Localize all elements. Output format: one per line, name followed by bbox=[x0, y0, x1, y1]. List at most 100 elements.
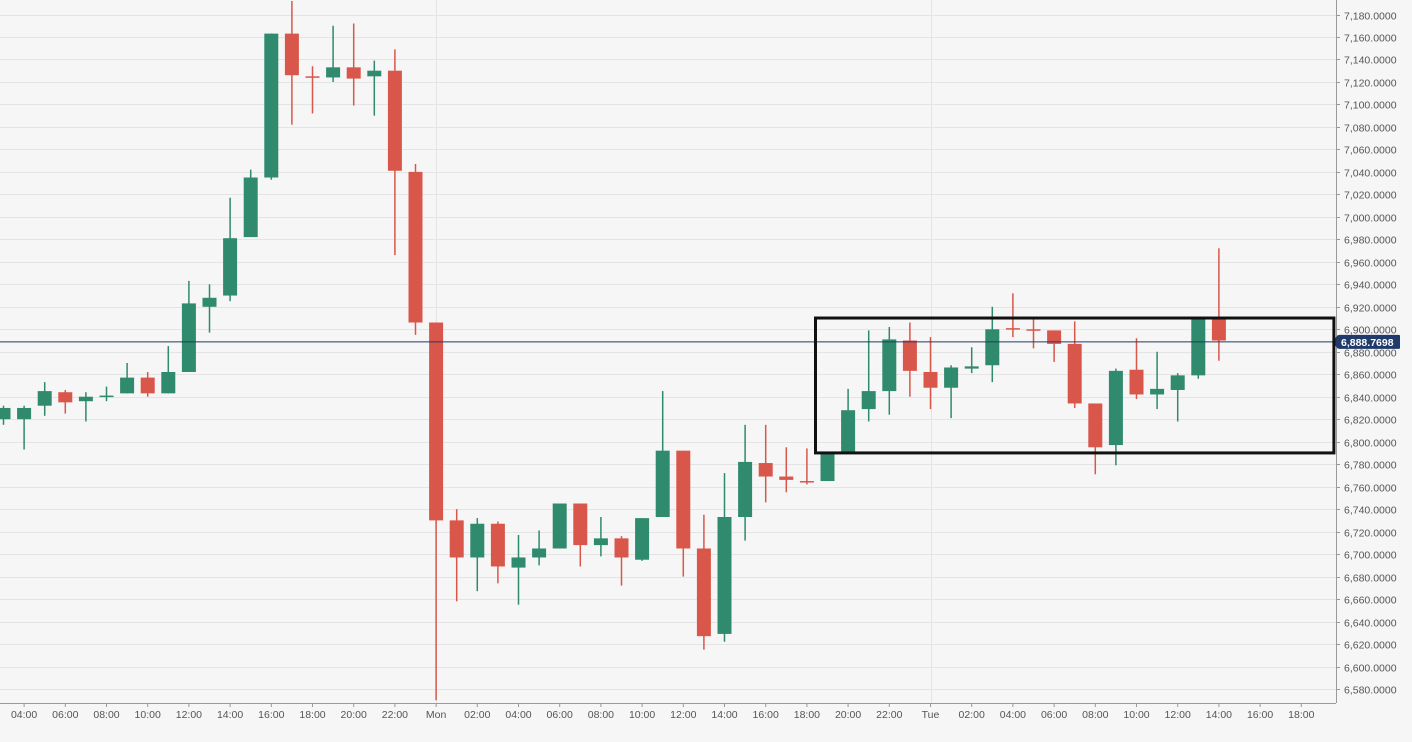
candle-body-up bbox=[820, 452, 835, 482]
x-tick-label: 08:00 bbox=[93, 709, 119, 721]
y-tick-label: 6,640.0000 bbox=[1344, 618, 1397, 630]
x-tick-label: 02:00 bbox=[959, 709, 985, 721]
candle-body-up bbox=[1191, 318, 1206, 376]
y-tick-label: 7,180.0000 bbox=[1344, 11, 1397, 23]
candle-body-down bbox=[429, 322, 444, 521]
candle-body-up bbox=[17, 407, 32, 420]
x-tick-label: 08:00 bbox=[1082, 709, 1108, 721]
candle-body-down bbox=[1129, 369, 1144, 395]
candle-body-down bbox=[758, 463, 773, 477]
x-tick-label: 22:00 bbox=[382, 709, 408, 721]
x-tick-label: 20:00 bbox=[835, 709, 861, 721]
candle-body-down bbox=[490, 523, 505, 567]
candle-body-down bbox=[140, 377, 155, 394]
candle-body-up bbox=[120, 377, 135, 394]
candle-body-down bbox=[1088, 403, 1103, 448]
y-tick-label: 7,040.0000 bbox=[1344, 168, 1397, 180]
x-tick-label: 14:00 bbox=[711, 709, 737, 721]
y-tick-label: 6,600.0000 bbox=[1344, 663, 1397, 675]
y-tick-label: 7,100.0000 bbox=[1344, 100, 1397, 112]
candle-body-down bbox=[799, 481, 814, 483]
candle-body-down bbox=[1067, 343, 1082, 404]
candle-body-down bbox=[408, 171, 423, 323]
candle-body-up bbox=[326, 67, 341, 78]
x-tick-label: 04:00 bbox=[1000, 709, 1026, 721]
x-tick-label: 18:00 bbox=[1288, 709, 1314, 721]
candle-body-up bbox=[161, 371, 176, 394]
x-tick-label: 22:00 bbox=[876, 709, 902, 721]
candle-body-up bbox=[243, 177, 258, 238]
candle-body-up bbox=[944, 367, 959, 388]
candle-body-up bbox=[635, 518, 650, 560]
x-tick-label: 10:00 bbox=[629, 709, 655, 721]
candle-body-down bbox=[1211, 319, 1226, 341]
x-tick-label: 04:00 bbox=[505, 709, 531, 721]
y-tick-label: 6,680.0000 bbox=[1344, 573, 1397, 585]
candle-body-up bbox=[223, 238, 238, 296]
y-tick-label: 7,140.0000 bbox=[1344, 55, 1397, 67]
candle-body-down bbox=[696, 548, 711, 637]
candle-body-up bbox=[202, 297, 217, 307]
candle-body-down bbox=[449, 520, 464, 558]
candle-body-up bbox=[861, 391, 876, 410]
candle-body-down bbox=[676, 450, 691, 549]
y-tick-label: 7,160.0000 bbox=[1344, 33, 1397, 45]
x-tick-label: 16:00 bbox=[753, 709, 779, 721]
x-tick-label: 02:00 bbox=[464, 709, 490, 721]
y-tick-label: 6,920.0000 bbox=[1344, 303, 1397, 315]
y-tick-label: 7,000.0000 bbox=[1344, 213, 1397, 225]
y-tick-label: 7,080.0000 bbox=[1344, 123, 1397, 135]
candle-body-down bbox=[779, 476, 794, 480]
plot-area bbox=[0, 0, 1336, 703]
candle-body-up bbox=[367, 70, 382, 77]
x-tick-label: 14:00 bbox=[217, 709, 243, 721]
candle-body-down bbox=[573, 503, 588, 546]
x-tick-label: 12:00 bbox=[1165, 709, 1191, 721]
candle-body-up bbox=[841, 410, 856, 453]
candle-body-down bbox=[1005, 328, 1020, 330]
candle-body-up bbox=[78, 396, 93, 402]
y-tick-label: 6,780.0000 bbox=[1344, 460, 1397, 472]
x-tick-label: 08:00 bbox=[588, 709, 614, 721]
candle-body-down bbox=[902, 340, 917, 371]
y-tick-label: 6,700.0000 bbox=[1344, 550, 1397, 562]
y-tick-label: 6,580.0000 bbox=[1344, 685, 1397, 697]
candle-body-up bbox=[717, 517, 732, 634]
candle-body-up bbox=[37, 391, 52, 406]
x-tick-label: 10:00 bbox=[135, 709, 161, 721]
y-tick-label: 7,120.0000 bbox=[1344, 78, 1397, 90]
candle-body-up bbox=[470, 523, 485, 558]
candle-body-up bbox=[1150, 388, 1165, 395]
candle-body-up bbox=[99, 395, 114, 398]
x-tick-label: 16:00 bbox=[1247, 709, 1273, 721]
x-tick-label: 04:00 bbox=[11, 709, 37, 721]
y-tick-label: 6,660.0000 bbox=[1344, 595, 1397, 607]
x-tick-label: Mon bbox=[426, 709, 447, 721]
x-tick-label: 06:00 bbox=[52, 709, 78, 721]
candle-body-down bbox=[346, 67, 361, 79]
x-tick-label: 20:00 bbox=[341, 709, 367, 721]
x-tick-label: 18:00 bbox=[299, 709, 325, 721]
y-tick-label: 6,880.0000 bbox=[1344, 348, 1397, 360]
consolidation-range-box bbox=[814, 316, 1336, 455]
x-tick-label: 06:00 bbox=[547, 709, 573, 721]
x-tick-label: Tue bbox=[922, 709, 940, 721]
y-tick-label: 6,720.0000 bbox=[1344, 528, 1397, 540]
x-tick-label: 10:00 bbox=[1123, 709, 1149, 721]
x-tick-label: 14:00 bbox=[1206, 709, 1232, 721]
y-tick-label: 6,740.0000 bbox=[1344, 505, 1397, 517]
candle-body-down bbox=[284, 33, 299, 76]
y-tick-label: 6,960.0000 bbox=[1344, 258, 1397, 270]
candle-body-down bbox=[58, 392, 73, 403]
candle-body-down bbox=[305, 76, 320, 78]
y-tick-label: 7,020.0000 bbox=[1344, 190, 1397, 202]
y-tick-label: 6,760.0000 bbox=[1344, 483, 1397, 495]
candle-body-down bbox=[923, 371, 938, 388]
candle-body-down bbox=[1026, 329, 1041, 331]
y-tick-label: 6,980.0000 bbox=[1344, 235, 1397, 247]
y-tick-label: 7,060.0000 bbox=[1344, 145, 1397, 157]
y-tick-label: 6,860.0000 bbox=[1344, 370, 1397, 382]
candle-body-up bbox=[0, 407, 11, 420]
candle-body-down bbox=[1047, 330, 1062, 344]
